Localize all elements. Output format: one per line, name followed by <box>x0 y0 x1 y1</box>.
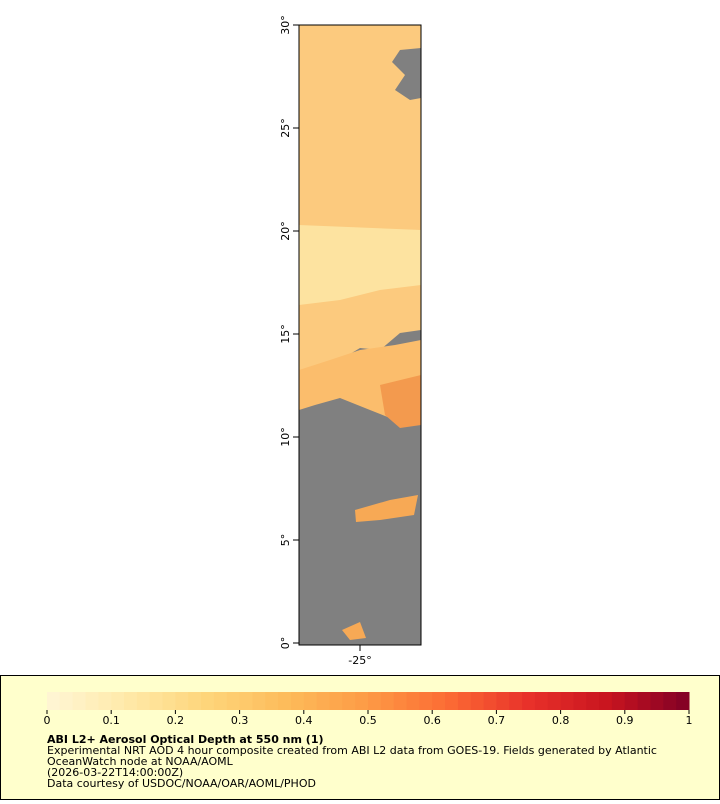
colorbar-step <box>342 692 356 710</box>
colorbar-step <box>252 692 266 710</box>
colorbar-step <box>303 692 318 710</box>
lat-tick-label: 20° <box>279 221 292 241</box>
colorbar-step <box>47 692 61 710</box>
colorbar-step <box>98 692 112 710</box>
map-image <box>298 24 422 646</box>
colorbar-step <box>72 692 87 710</box>
aerosol-field <box>342 622 366 640</box>
colorbar-step <box>547 692 562 710</box>
legend-title: ABI L2+ Aerosol Optical Depth at 550 nm … <box>47 733 324 746</box>
colorbar-step <box>624 692 639 710</box>
colorbar-step <box>663 692 677 710</box>
colorbar-tick-label: 0.4 <box>295 714 313 727</box>
colorbar-step <box>611 692 626 710</box>
colorbar-step <box>226 692 241 710</box>
colorbar-step <box>432 692 446 710</box>
lat-tick-label: 5° <box>279 534 292 547</box>
aerosol-field <box>299 225 421 305</box>
colorbar-step <box>573 692 587 710</box>
colorbar-step <box>534 692 549 710</box>
aerosol-field <box>355 495 418 522</box>
colorbar-tick-label: 0.7 <box>488 714 506 727</box>
lat-tick-label: 25° <box>279 118 292 138</box>
colorbar-step <box>380 692 395 710</box>
colorbar-step <box>59 692 74 710</box>
colorbar-tick-label: 0.1 <box>102 714 120 727</box>
colorbar-tick-label: 0.9 <box>616 714 634 727</box>
colorbar-step <box>496 692 510 710</box>
colorbar-step <box>188 692 202 710</box>
colorbar-step <box>149 692 164 710</box>
colorbar-step <box>201 692 215 710</box>
legend-line: OceanWatch node at NOAA/AOML <box>47 755 234 768</box>
colorbar-step <box>676 692 690 710</box>
colorbar-step <box>162 692 176 710</box>
lon-tick-label: -25° <box>348 654 371 667</box>
colorbar-step <box>483 692 497 710</box>
colorbar-step <box>406 692 420 710</box>
colorbar-tick-label: 0.2 <box>167 714 185 727</box>
aerosol-field <box>330 140 362 158</box>
colorbar-tick-label: 0.3 <box>231 714 249 727</box>
aerosol-field <box>380 375 421 428</box>
aerosol-field <box>299 25 421 380</box>
colorbar-tick-label: 0.8 <box>552 714 570 727</box>
colorbar-step <box>213 692 228 710</box>
lat-tick-label: 30° <box>279 15 292 35</box>
colorbar-step <box>111 692 125 710</box>
colorbar-step <box>445 692 459 710</box>
colorbar-tick-label: 0.5 <box>359 714 377 727</box>
colorbar-step <box>265 692 279 710</box>
colorbar-step <box>316 692 330 710</box>
colorbar-step <box>124 692 138 710</box>
colorbar-step <box>470 692 485 710</box>
colorbar-step <box>522 692 536 710</box>
colorbar-tick-label: 0 <box>44 714 51 727</box>
legend-line: (2026-03-22T14:00:00Z) <box>47 766 183 779</box>
colorbar-step <box>419 692 433 710</box>
colorbar-step <box>136 692 151 710</box>
colorbar-step <box>278 692 292 710</box>
colorbar-step <box>637 692 651 710</box>
colorbar-step <box>509 692 523 710</box>
colorbar-step <box>599 692 613 710</box>
legend-line: Experimental NRT AOD 4 hour composite cr… <box>47 744 657 757</box>
colorbar-step <box>329 692 343 710</box>
colorbar-step <box>586 692 600 710</box>
colorbar-tick-label: 0.6 <box>423 714 441 727</box>
colorbar-step <box>290 692 305 710</box>
colorbar-step <box>355 692 369 710</box>
colorbar-step <box>239 692 253 710</box>
colorbar-step <box>85 692 99 710</box>
colorbar-step <box>368 692 382 710</box>
lat-tick-label: 15° <box>279 324 292 344</box>
colorbar-step <box>650 692 664 710</box>
lat-tick-label: 0° <box>279 637 292 650</box>
colorbar-step <box>393 692 408 710</box>
legend-line: Data courtesy of USDOC/NOAA/OAR/AOML/PHO… <box>47 777 316 790</box>
colorbar-step <box>560 692 574 710</box>
colorbar-tick-label: 1 <box>686 714 693 727</box>
colorbar-step <box>175 692 189 710</box>
colorbar-step <box>457 692 472 710</box>
lat-tick-label: 10° <box>279 427 292 447</box>
